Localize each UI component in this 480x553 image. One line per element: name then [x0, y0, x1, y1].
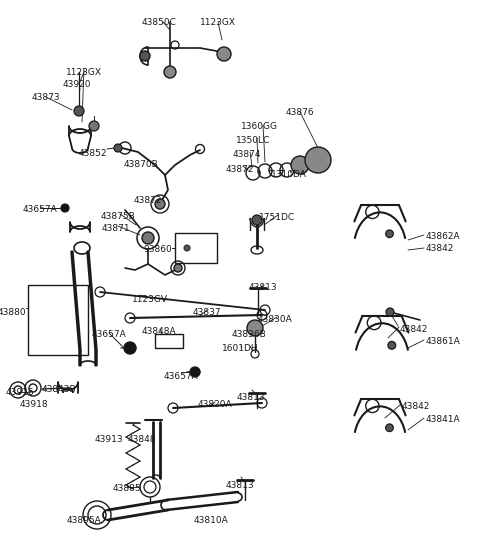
Circle shape	[74, 106, 84, 116]
Circle shape	[140, 51, 150, 61]
Bar	[28, 285, 88, 355]
Text: 43920: 43920	[63, 80, 91, 89]
Text: 43657A: 43657A	[92, 330, 126, 339]
Circle shape	[386, 230, 393, 238]
Text: 43820A: 43820A	[198, 400, 232, 409]
Text: 1751DC: 1751DC	[259, 213, 295, 222]
Circle shape	[124, 342, 136, 354]
Circle shape	[174, 264, 182, 272]
Text: 43813: 43813	[249, 283, 277, 292]
Bar	[155, 334, 183, 348]
Text: 43843B: 43843B	[42, 385, 76, 394]
Circle shape	[142, 232, 154, 244]
Text: 43842: 43842	[402, 402, 431, 411]
Text: 1601DH: 1601DH	[222, 344, 258, 353]
Text: 43810A: 43810A	[193, 516, 228, 525]
Text: 43861A: 43861A	[426, 337, 461, 346]
Text: 43830A: 43830A	[258, 315, 292, 324]
Text: 43895A: 43895A	[67, 516, 101, 525]
Circle shape	[291, 156, 309, 174]
Circle shape	[184, 245, 190, 251]
Circle shape	[114, 144, 122, 152]
Text: 43841A: 43841A	[426, 415, 461, 424]
Text: 43837: 43837	[192, 308, 221, 317]
Text: 43916: 43916	[6, 388, 34, 397]
Bar	[175, 233, 217, 263]
Text: 43848: 43848	[128, 435, 156, 444]
Text: 1123GX: 1123GX	[66, 68, 102, 77]
Text: 43813: 43813	[237, 393, 265, 402]
Text: 43657A: 43657A	[164, 372, 198, 381]
Circle shape	[164, 66, 176, 78]
Circle shape	[217, 47, 231, 61]
Circle shape	[89, 121, 99, 131]
Text: 43871: 43871	[102, 224, 130, 233]
Circle shape	[155, 199, 165, 209]
Text: 43852: 43852	[79, 149, 107, 158]
Text: 93860: 93860	[143, 245, 172, 254]
Circle shape	[61, 204, 69, 212]
Text: 1310DA: 1310DA	[271, 170, 307, 179]
Text: 43813: 43813	[226, 481, 254, 490]
Text: 43872: 43872	[134, 196, 162, 205]
Circle shape	[190, 367, 200, 377]
Circle shape	[386, 308, 394, 316]
Text: 1123GV: 1123GV	[132, 295, 168, 304]
Text: 43876: 43876	[286, 108, 314, 117]
Text: 43872: 43872	[226, 165, 254, 174]
Text: 43842: 43842	[400, 325, 428, 334]
Text: 43885: 43885	[113, 484, 141, 493]
Text: 1123GX: 1123GX	[200, 18, 236, 27]
Circle shape	[252, 215, 262, 225]
Text: 1360GG: 1360GG	[240, 122, 277, 131]
Text: 43913: 43913	[95, 435, 123, 444]
Text: 43657A: 43657A	[23, 205, 58, 214]
Text: 43880: 43880	[0, 308, 26, 317]
Circle shape	[247, 320, 263, 336]
Text: 43870B: 43870B	[124, 160, 158, 169]
Circle shape	[305, 147, 331, 173]
Text: 43850C: 43850C	[142, 18, 177, 27]
Text: 43848A: 43848A	[142, 327, 176, 336]
Circle shape	[386, 424, 393, 431]
Text: 43875B: 43875B	[101, 212, 135, 221]
Text: 43862A: 43862A	[426, 232, 461, 241]
Text: 43842: 43842	[426, 244, 455, 253]
Text: 1350LC: 1350LC	[236, 136, 270, 145]
Text: 43874: 43874	[233, 150, 261, 159]
Text: 43836B: 43836B	[232, 330, 266, 339]
Text: 43918: 43918	[20, 400, 48, 409]
Text: 43873: 43873	[32, 93, 60, 102]
Circle shape	[388, 341, 396, 349]
